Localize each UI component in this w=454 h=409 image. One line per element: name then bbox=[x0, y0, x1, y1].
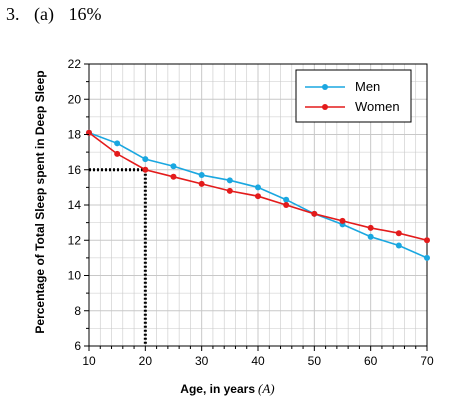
data-point-women bbox=[367, 224, 374, 231]
data-point-women bbox=[424, 237, 430, 244]
axis-tick-marks bbox=[84, 63, 428, 351]
series-layer bbox=[86, 129, 430, 261]
x-tick-label: 70 bbox=[420, 354, 434, 368]
data-point-women bbox=[142, 166, 149, 173]
data-point-men bbox=[367, 233, 374, 240]
x-tick-label: 20 bbox=[139, 354, 153, 368]
data-point-men bbox=[170, 163, 177, 170]
tick-labels: 6 8 10 12 14 16 18 20 22 10 20 30 40 50 60 70 bbox=[68, 57, 434, 368]
data-point-men bbox=[198, 172, 205, 179]
data-point-women bbox=[255, 193, 261, 200]
data-point-men bbox=[255, 184, 261, 191]
data-point-women bbox=[170, 173, 177, 180]
data-point-women bbox=[395, 230, 402, 237]
y-tick-label: 18 bbox=[68, 128, 82, 142]
question-number: 3. bbox=[6, 4, 20, 24]
y-tick-label: 20 bbox=[68, 92, 82, 106]
data-point-women bbox=[226, 187, 233, 194]
data-point-women bbox=[198, 180, 205, 187]
x-tick-label: 30 bbox=[195, 354, 209, 368]
y-tick-label: 22 bbox=[68, 57, 82, 71]
legend-men-label: Men bbox=[355, 79, 380, 94]
question-part: (a) bbox=[34, 4, 54, 24]
legend: Men Women bbox=[295, 69, 412, 123]
legend-men-marker bbox=[322, 84, 328, 90]
guide-lines bbox=[89, 168, 147, 346]
legend-box bbox=[295, 69, 412, 123]
x-axis-label: Age, in years bbox=[180, 382, 255, 396]
data-point-men bbox=[226, 177, 233, 184]
x-tick-label: 50 bbox=[308, 354, 322, 368]
x-tick-label: 60 bbox=[364, 354, 378, 368]
data-point-men bbox=[283, 196, 290, 203]
y-tick-label: 12 bbox=[68, 233, 82, 247]
x-axis-variable: (A) bbox=[258, 381, 275, 396]
x-tick-label: 40 bbox=[251, 354, 265, 368]
y-tick-label: 10 bbox=[68, 269, 82, 283]
answer-value: 16% bbox=[68, 4, 102, 24]
data-point-women bbox=[311, 210, 318, 217]
data-point-women bbox=[114, 150, 121, 157]
y-axis-label: Percentage of Total Sleep spent in Deep … bbox=[33, 70, 47, 333]
legend-women-label: Women bbox=[355, 99, 400, 114]
y-tick-label: 6 bbox=[74, 339, 81, 353]
legend-women-marker bbox=[322, 104, 328, 110]
y-tick-label: 14 bbox=[68, 198, 82, 212]
data-point-women bbox=[283, 202, 290, 208]
question-heading: 3. (a) 16% bbox=[6, 4, 111, 25]
data-point-men bbox=[114, 140, 121, 147]
data-point-men bbox=[142, 156, 149, 163]
data-point-men bbox=[395, 242, 402, 249]
y-tick-label: 8 bbox=[74, 304, 81, 318]
data-point-women bbox=[339, 217, 346, 224]
data-point-men bbox=[424, 254, 430, 261]
x-tick-label: 10 bbox=[82, 354, 96, 368]
y-tick-label: 16 bbox=[68, 163, 82, 177]
